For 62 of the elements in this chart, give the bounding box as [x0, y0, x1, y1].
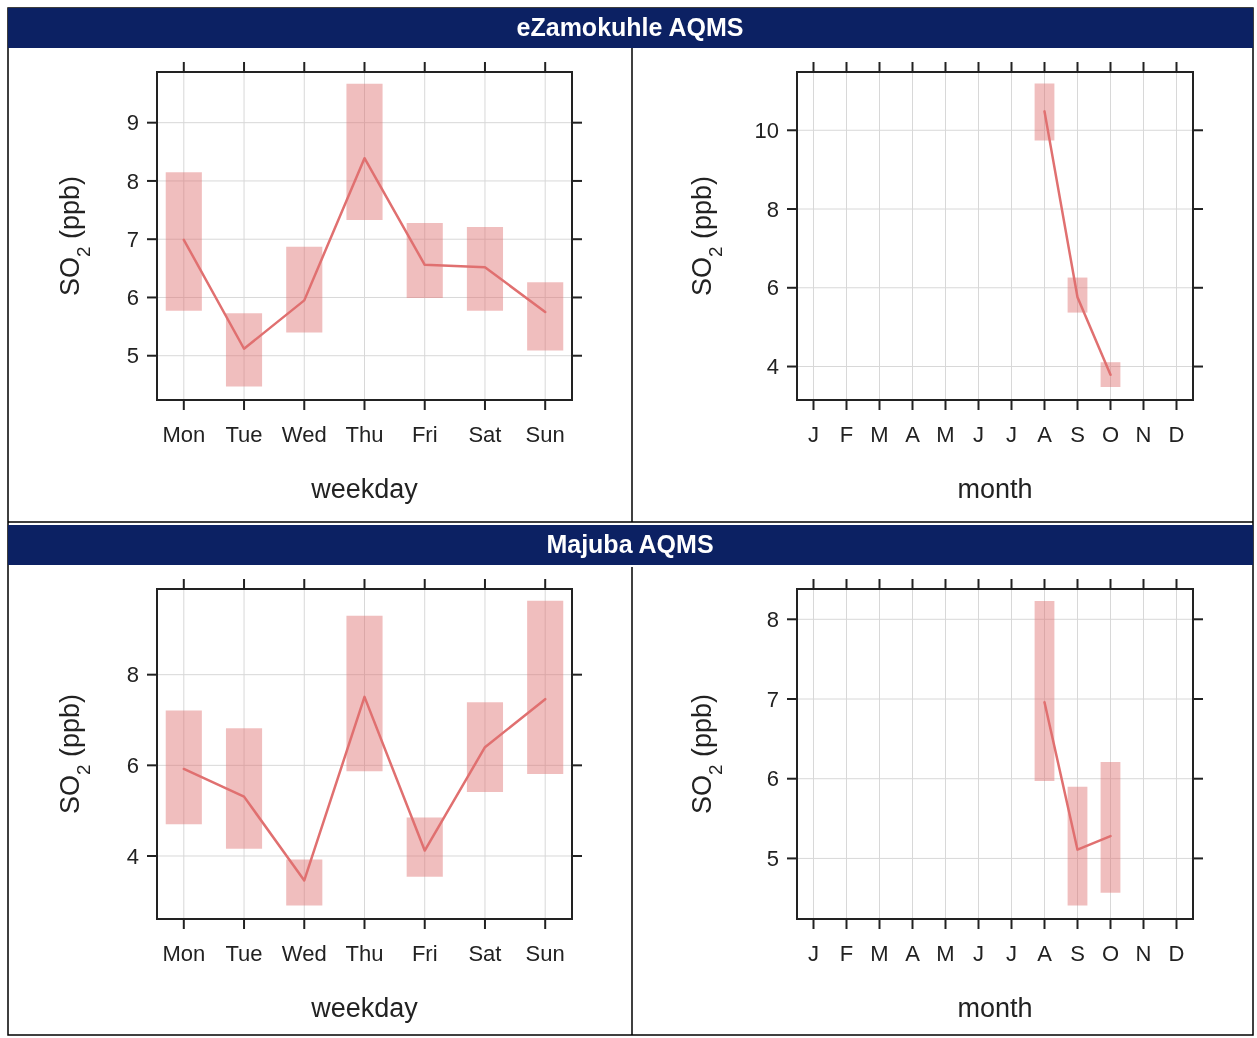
text: Majuba AQMS: [546, 530, 714, 558]
x-tick-label: J: [1006, 941, 1017, 966]
line-series: [182, 156, 547, 350]
x-tick-label: M: [870, 422, 889, 447]
y-tick-label: 6: [766, 766, 779, 792]
y-tick-label: 6: [126, 753, 139, 779]
y-tick-label: 6: [766, 275, 779, 301]
x-tick-label: O: [1101, 941, 1120, 966]
x-tick-label: J: [973, 941, 984, 966]
x-tick-label: Thu: [345, 422, 384, 447]
x-tick-label: J: [973, 422, 984, 447]
y-tick-label: 8: [766, 606, 779, 632]
y-tick-label: 8: [126, 168, 139, 194]
x-tick-label: Sun: [525, 941, 565, 966]
x-tick-label: D: [1168, 941, 1185, 966]
y-tick-label: 5: [766, 846, 779, 872]
y-tick-label: 4: [126, 843, 139, 869]
x-tick-label: S: [1070, 941, 1085, 966]
x-tick-label: A: [905, 422, 921, 447]
x-tick-label: A: [905, 941, 921, 966]
x-axis-title: month: [957, 474, 1033, 504]
x-tick-label: J: [808, 941, 819, 966]
y-tick-label: 5: [126, 343, 139, 369]
x-tick-label: Sat: [468, 422, 502, 447]
x-axis-title: weekday: [310, 993, 419, 1023]
x-tick-label: Wed: [281, 422, 327, 447]
x-tick-label: Fri: [411, 422, 438, 447]
text: eZamokuhle AQMS: [516, 13, 744, 41]
y-tick-label: 6: [126, 285, 139, 311]
x-tick-label: Sun: [525, 422, 565, 447]
x-tick-label: N: [1135, 422, 1152, 447]
x-tick-label: Mon: [162, 941, 206, 966]
x-tick-label: Mon: [162, 422, 206, 447]
x-tick-label: Sat: [468, 941, 502, 966]
x-tick-label: M: [870, 941, 889, 966]
x-tick-label: D: [1168, 422, 1185, 447]
x-tick-label: Wed: [281, 941, 327, 966]
y-tick-label: 7: [766, 686, 779, 712]
x-tick-label: A: [1037, 422, 1053, 447]
x-tick-label: F: [839, 941, 854, 966]
y-tick-label: 7: [126, 226, 139, 252]
x-tick-label: F: [839, 422, 854, 447]
y-tick-label: 8: [766, 196, 779, 222]
y-tick-label: 8: [126, 662, 139, 688]
x-tick-label: Thu: [345, 941, 384, 966]
x-tick-label: S: [1070, 422, 1085, 447]
x-axis-title: weekday: [310, 474, 419, 504]
x-tick-label: A: [1037, 941, 1053, 966]
x-tick-label: N: [1135, 941, 1152, 966]
x-tick-label: Tue: [225, 941, 263, 966]
y-tick-label: 10: [754, 117, 779, 143]
x-tick-label: M: [936, 941, 955, 966]
x-tick-label: Tue: [225, 422, 263, 447]
line-series: [182, 695, 547, 882]
y-tick-label: 9: [126, 110, 139, 136]
x-tick-label: M: [936, 422, 955, 447]
x-tick-label: J: [1006, 422, 1017, 447]
y-tick-label: 4: [766, 354, 779, 380]
x-tick-label: J: [808, 422, 819, 447]
x-tick-label: Fri: [411, 941, 438, 966]
x-axis-title: month: [957, 993, 1033, 1023]
x-tick-label: O: [1101, 422, 1120, 447]
